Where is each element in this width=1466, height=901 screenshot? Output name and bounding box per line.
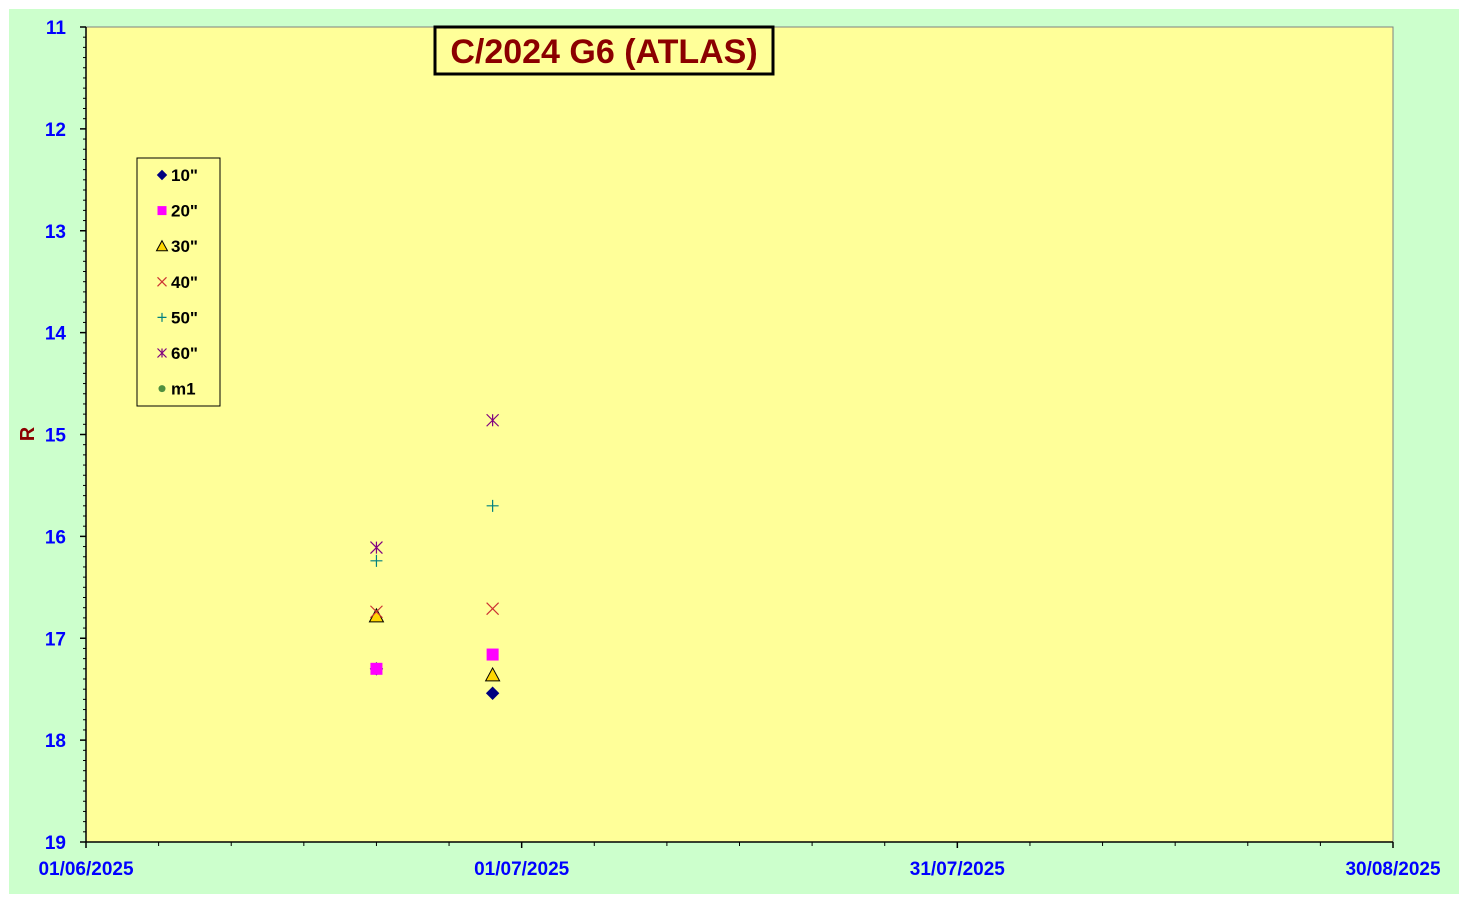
legend-marker [158,385,166,393]
data-point [486,499,499,512]
x-tick-label: 01/06/2025 [38,859,134,880]
legend-label: 60" [171,344,198,363]
axes: 11 12 13 14 15 16 17 18 19 01/06/2025 01/07/2025 31… [38,18,1441,880]
data-point [486,648,499,661]
data-point [370,662,383,675]
y-tick-label: 11 [46,18,67,39]
y-tick-label: 17 [45,629,66,650]
legend-marker [157,276,167,287]
legend-marker [156,169,168,181]
y-tick-label: 19 [45,833,66,854]
legend-marker [157,312,167,322]
legend-marker [157,206,167,216]
data-point [485,686,500,700]
y-tick-label: 12 [45,120,66,141]
legend-label: 50" [171,308,198,327]
y-tick-label: 18 [45,731,66,752]
y-tick-label: 16 [45,527,66,548]
legend-marker [155,239,169,252]
x-tick-label: 31/07/2025 [910,859,1006,880]
y-axis-title: R [17,426,39,441]
x-tick-label: 30/08/2025 [1345,859,1441,880]
y-tick-label: 14 [45,324,67,345]
data-point [484,666,501,682]
data-point [370,554,383,567]
data-point [486,602,500,616]
legend-label: 40" [171,273,198,292]
data-point [486,413,500,427]
legend-label: m1 [171,380,196,399]
plot-area [85,26,1394,843]
legend-label: 20" [171,202,198,221]
legend-marker [157,348,167,358]
x-tick-label: 01/07/2025 [474,859,570,880]
legend: 10" 20" 30" 40" 50" 60" m1 [136,157,221,407]
chart-title-box: C/2024 G6 (ATLAS) [433,25,775,76]
data-marks [368,413,501,700]
y-tick-label: 13 [45,222,66,243]
data-point [370,541,383,555]
data-point [370,605,383,619]
legend-label: 30" [171,237,198,256]
y-tick-label: 15 [45,426,67,447]
chart-title: C/2024 G6 (ATLAS) [450,33,757,71]
legend-label: 10" [171,166,198,185]
